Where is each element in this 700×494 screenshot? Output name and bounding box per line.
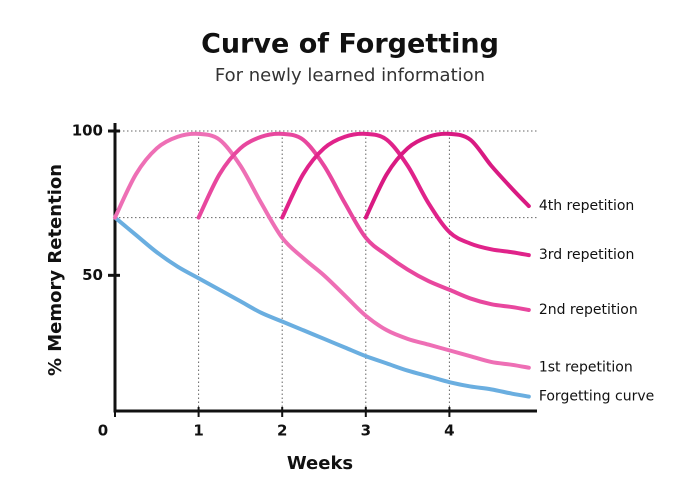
y-axis-title: % Memory Retention xyxy=(45,164,66,376)
x-tick-label: 1 xyxy=(193,422,203,440)
x-tick-label: 4 xyxy=(444,422,454,440)
series-line xyxy=(280,131,531,258)
series-line xyxy=(196,131,531,312)
chart-subtitle: For newly learned information xyxy=(215,65,485,86)
y-tick-label: 50 xyxy=(82,266,103,284)
x-axis-title: Weeks xyxy=(287,453,353,474)
series-label: 3rd repetition xyxy=(539,247,635,263)
x-tick-label: 3 xyxy=(361,422,371,440)
series-line xyxy=(363,131,531,220)
series-label: 4th repetition xyxy=(539,198,634,214)
series-label: Forgetting curve xyxy=(539,389,654,405)
series-line xyxy=(113,131,531,370)
chart-title: Curve of Forgetting xyxy=(201,29,499,60)
x-tick-label: 2 xyxy=(277,422,287,440)
series-label: 1st repetition xyxy=(539,360,633,376)
y-tick-label: 100 xyxy=(72,122,103,140)
series-label: 2nd repetition xyxy=(539,302,638,318)
x-tick-label: 0 xyxy=(98,422,108,440)
series-line xyxy=(113,215,531,399)
